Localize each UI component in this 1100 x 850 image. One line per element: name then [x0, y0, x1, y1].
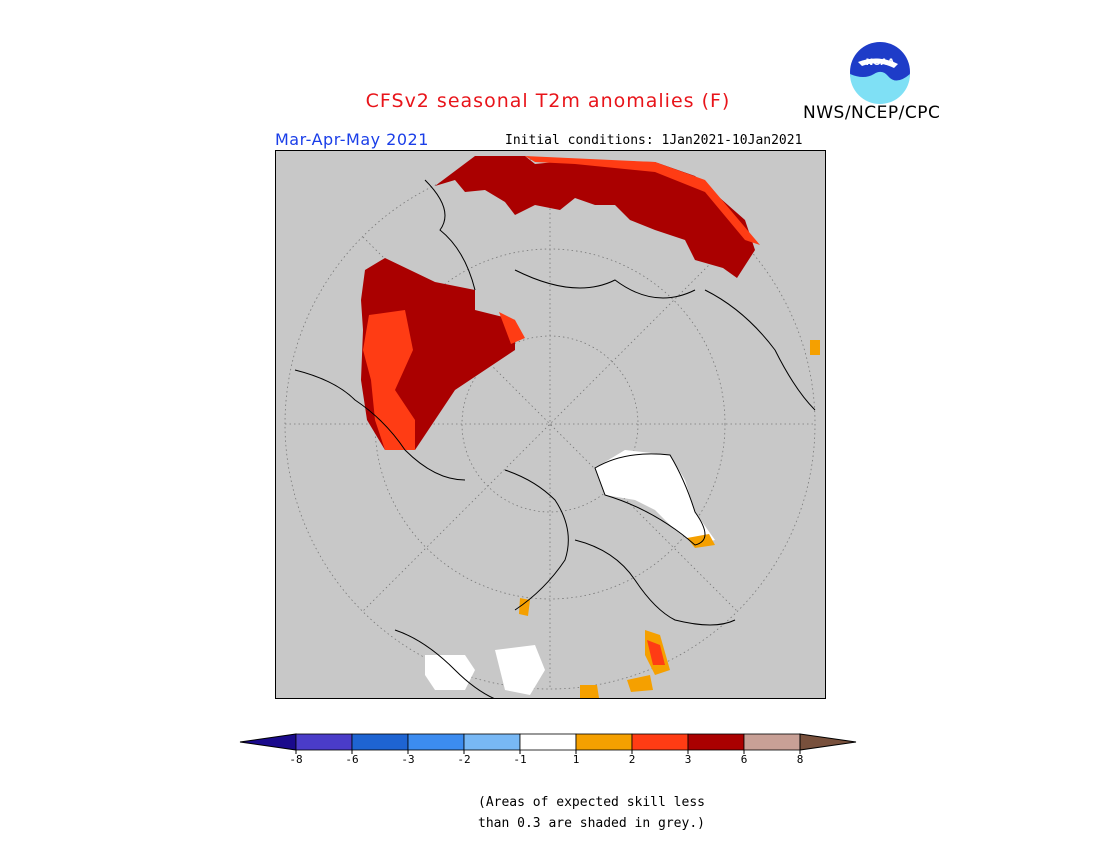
legend-swatch	[687, 733, 745, 751]
season-label: Mar-Apr-May 2021	[275, 130, 429, 149]
central-asia-edge-region	[363, 310, 415, 450]
western-na-neutral-region	[425, 655, 475, 690]
legend-swatch	[407, 733, 465, 751]
legend-swatch	[519, 733, 577, 751]
legend-swatch	[575, 733, 633, 751]
legend-tick-label: 2	[629, 753, 636, 766]
legend-tick-label: 6	[741, 753, 748, 766]
siberia-warm-region	[435, 156, 755, 278]
legend-swatch	[351, 733, 409, 751]
legend-tick-label: -8	[289, 753, 302, 766]
legend-tick-label: -3	[401, 753, 414, 766]
legend-tick-label: -2	[457, 753, 470, 766]
legend-swatch	[295, 733, 353, 751]
legend-swatch	[631, 733, 689, 751]
legend-tick-label: -6	[345, 753, 358, 766]
polar-map	[275, 150, 826, 699]
legend-tick-label: 8	[797, 753, 804, 766]
legend-arrow-high	[799, 733, 857, 751]
coastlines	[294, 179, 816, 699]
svg-text:NOAA: NOAA	[866, 58, 895, 68]
legend-arrow-low	[239, 733, 297, 751]
siberia-edge-region	[525, 156, 760, 245]
legend-tick-label: -1	[513, 753, 526, 766]
color-legend: -8 -6 -3 -2 -1 1 2 3 6 8	[239, 733, 857, 766]
noaa-logo: NOAA	[849, 41, 911, 104]
legend-swatch	[463, 733, 521, 751]
initial-conditions-label: Initial conditions: 1Jan2021-10Jan2021	[505, 133, 803, 148]
skill-note-line-1: (Areas of expected skill less	[478, 795, 705, 810]
skill-note-line-2: than 0.3 are shaded in grey.)	[478, 816, 705, 831]
legend-swatch	[743, 733, 801, 751]
map-title: CFSv2 seasonal T2m anomalies (F)	[365, 90, 731, 112]
greenland-neutral-region	[595, 450, 715, 545]
legend-tick-label: 3	[685, 753, 692, 766]
legend-tick-label: 1	[573, 753, 580, 766]
agency-label: NWS/NCEP/CPC	[803, 103, 941, 123]
skill-note: (Areas of expected skill less than 0.3 a…	[478, 792, 705, 834]
